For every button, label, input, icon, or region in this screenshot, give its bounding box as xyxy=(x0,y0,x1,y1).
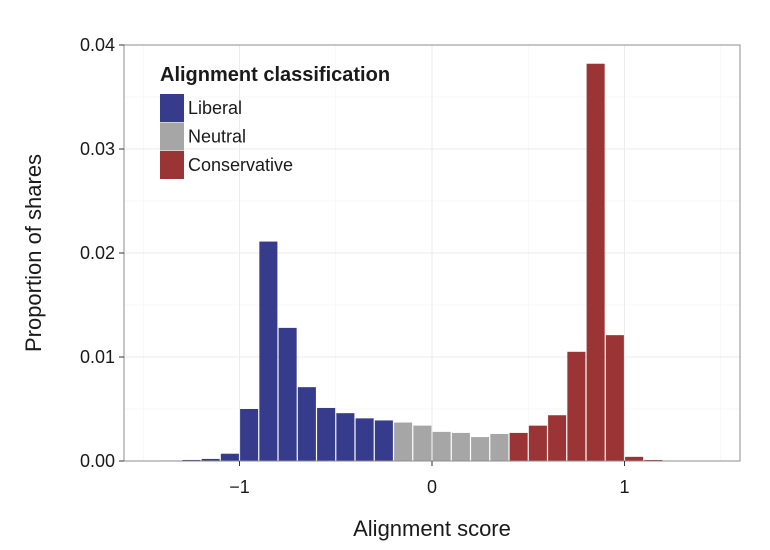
bar-liberal-8 xyxy=(317,407,336,461)
bar-conservative-1 xyxy=(528,425,547,461)
bar-conservative-2 xyxy=(548,415,567,461)
legend-label-neutral: Neutral xyxy=(188,127,246,147)
y-axis-title: Proportion of shares xyxy=(21,154,46,352)
bar-neutral-5 xyxy=(490,433,509,461)
bar-conservative-3 xyxy=(567,351,586,461)
y-tick-label: 0.02 xyxy=(80,243,115,263)
y-tick-label: 0.01 xyxy=(80,347,115,367)
bar-liberal-4 xyxy=(240,409,259,461)
bar-conservative-7 xyxy=(644,459,663,461)
x-tick-label: −1 xyxy=(229,477,250,497)
bar-conservative-6 xyxy=(625,456,644,461)
legend-swatch-neutral xyxy=(160,122,184,151)
bar-neutral-1 xyxy=(413,425,432,461)
legend-swatch-conservative xyxy=(160,151,184,179)
bar-conservative-4 xyxy=(586,63,605,461)
bar-liberal-1 xyxy=(182,459,201,461)
y-tick-label: 0.00 xyxy=(80,451,115,471)
y-tick-label: 0.03 xyxy=(80,139,115,159)
bar-liberal-2 xyxy=(201,458,220,461)
legend-title: Alignment classification xyxy=(160,64,390,86)
bar-liberal-5 xyxy=(259,241,278,461)
bar-liberal-10 xyxy=(355,418,374,461)
x-tick-label: 0 xyxy=(427,477,437,497)
bar-liberal-6 xyxy=(278,327,297,461)
legend-swatch-liberal xyxy=(160,94,184,122)
bar-liberal-7 xyxy=(297,387,316,461)
x-axis: −1 0 1 xyxy=(229,461,630,497)
bar-conservative-0 xyxy=(509,432,528,461)
x-axis-title: Alignment score xyxy=(353,516,511,541)
bars xyxy=(163,63,682,461)
bar-conservative-5 xyxy=(605,335,624,461)
bar-neutral-3 xyxy=(451,432,470,461)
legend-label-liberal: Liberal xyxy=(188,98,242,118)
bar-liberal-9 xyxy=(336,413,355,461)
y-tick-label: 0.04 xyxy=(80,35,115,55)
legend-items: Liberal Neutral Conservative xyxy=(160,94,293,179)
legend-label-conservative: Conservative xyxy=(188,155,293,175)
legend: Alignment classification Liberal Neutral C… xyxy=(160,64,390,179)
bar-neutral-2 xyxy=(432,431,451,461)
bar-neutral-4 xyxy=(471,437,490,461)
bar-liberal-11 xyxy=(374,420,393,461)
bar-liberal-3 xyxy=(220,453,239,461)
y-axis: 0.00 0.01 0.02 0.03 0.04 xyxy=(80,35,124,471)
x-tick-label: 1 xyxy=(619,477,629,497)
bar-neutral-0 xyxy=(394,422,413,461)
